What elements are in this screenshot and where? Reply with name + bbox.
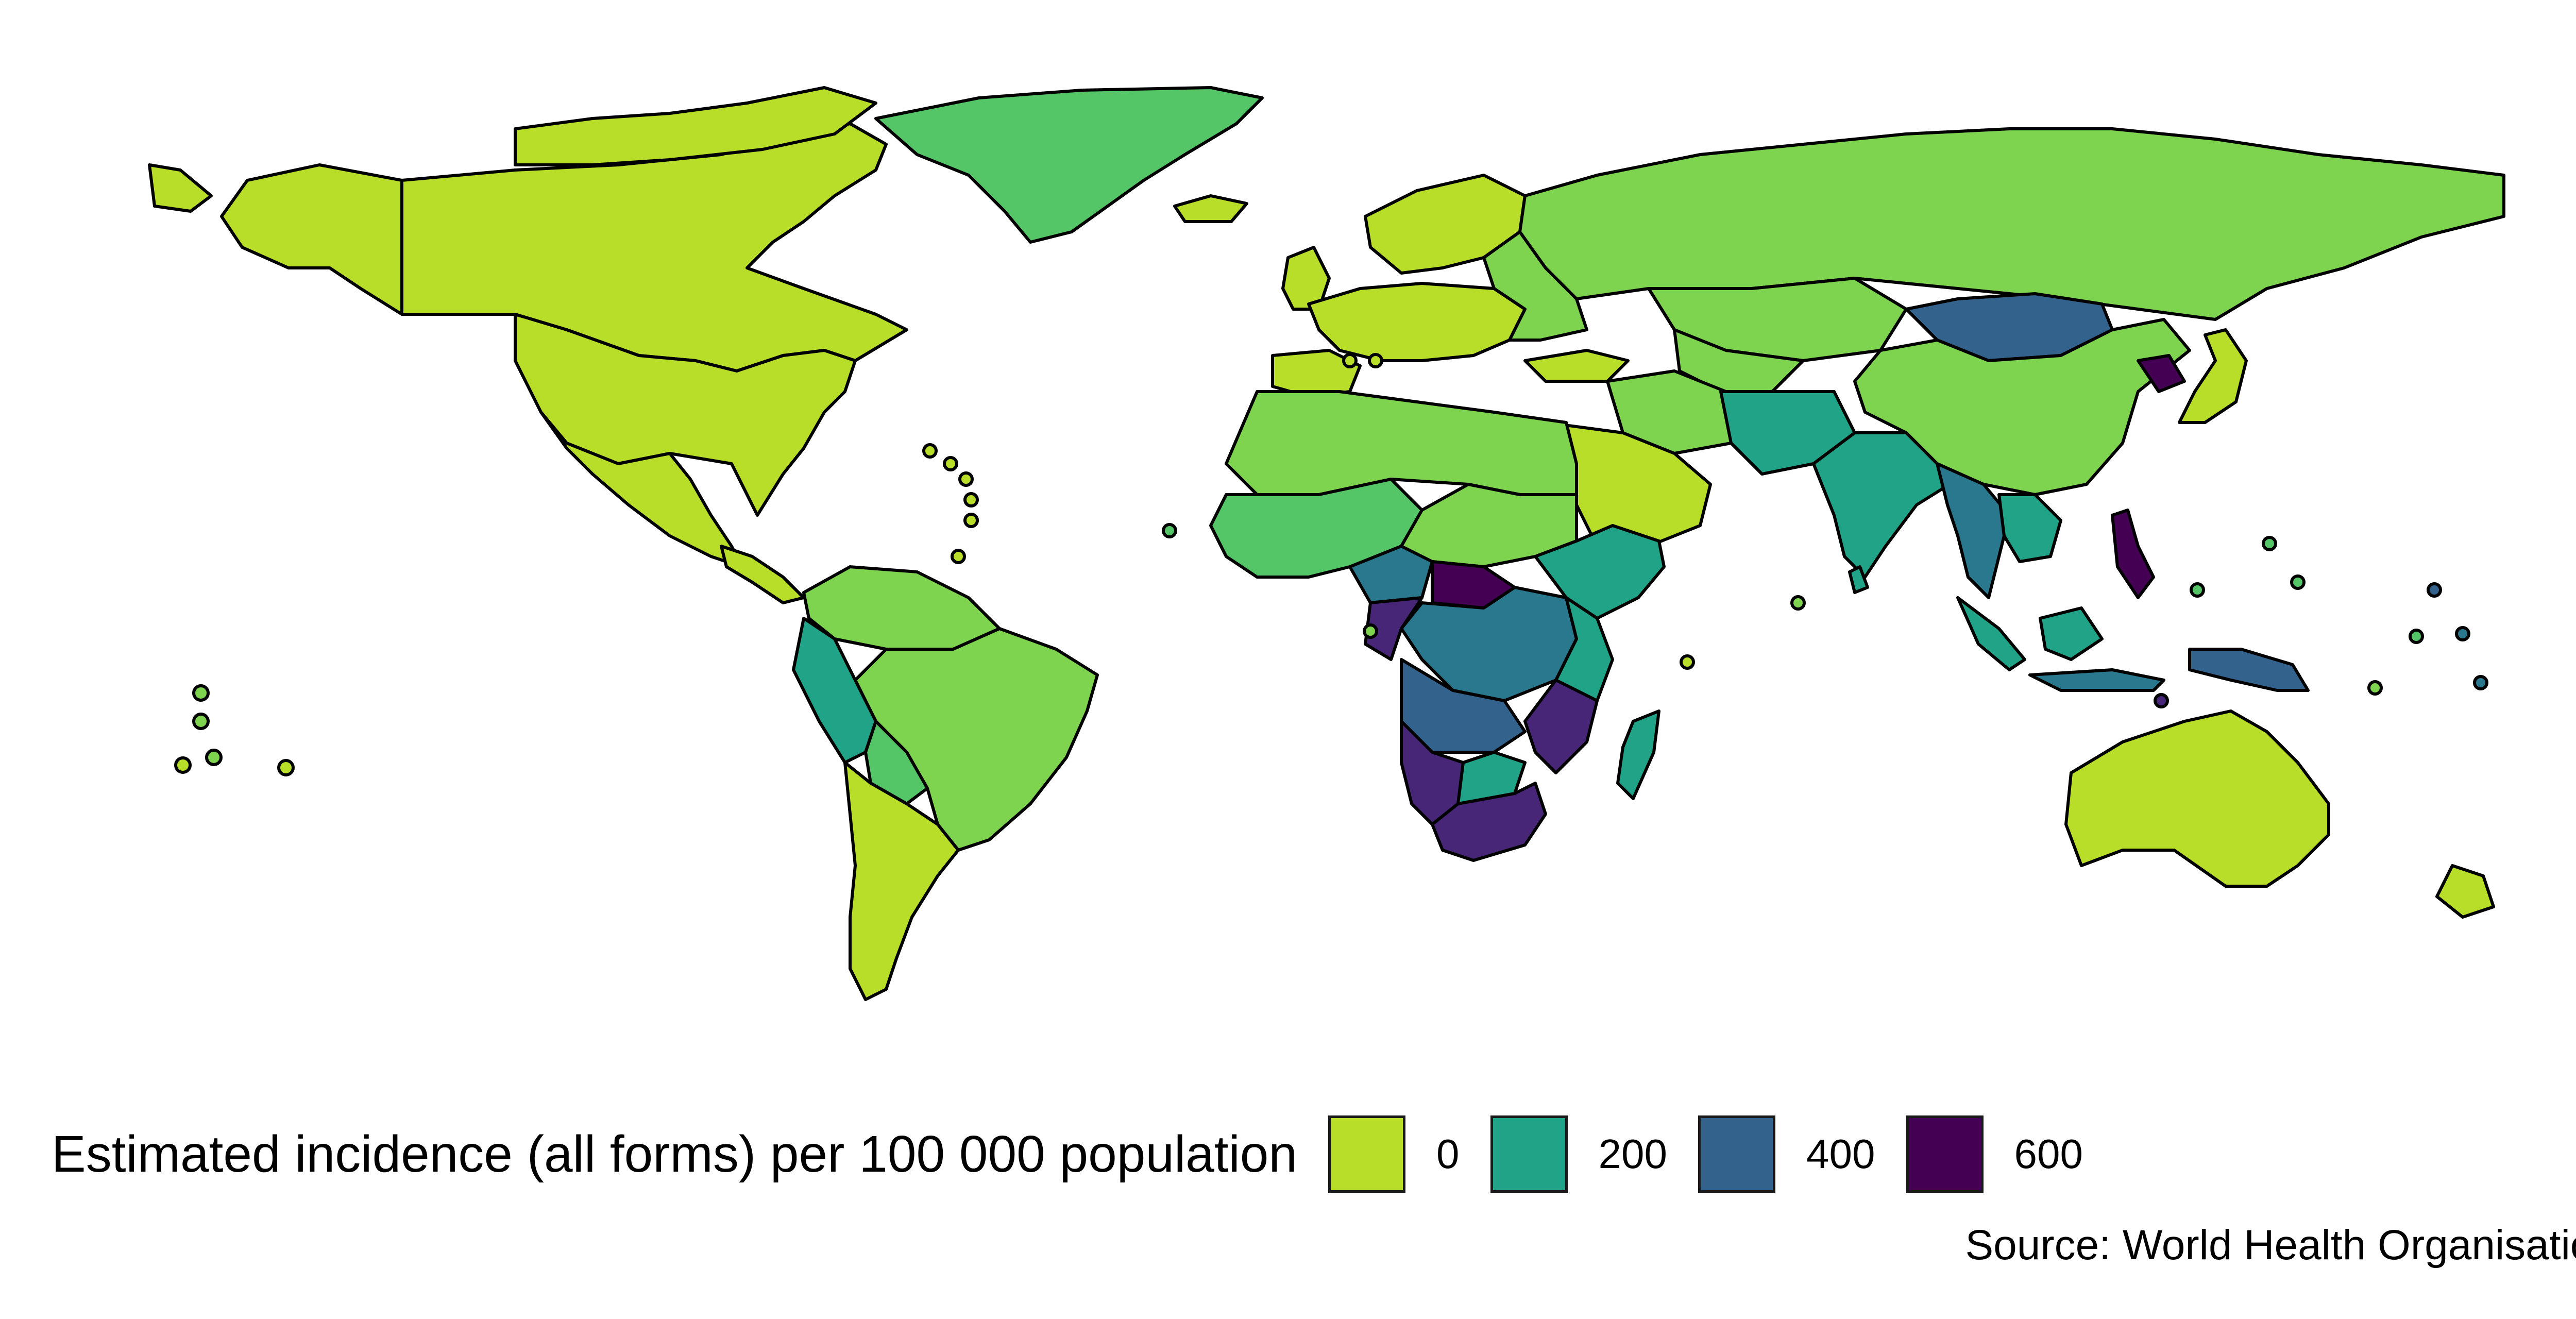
legend-label-400: 400 [1806, 1131, 1875, 1177]
island-marker [2262, 536, 2277, 551]
region-turkey [1523, 349, 1630, 383]
island-marker [1162, 523, 1177, 538]
legend-item-600: 600 [1906, 1115, 2083, 1193]
region-indonesia-islands [2028, 668, 2165, 692]
legend-title: Estimated incidence (all forms) per 100 … [52, 1125, 1298, 1183]
region-horn-of-africa [1534, 524, 1666, 620]
island-marker [2154, 693, 2169, 708]
island-marker [922, 443, 938, 459]
region-greenland [874, 86, 1264, 244]
legend-label-600: 600 [2014, 1131, 2083, 1177]
region-south-africa [1431, 782, 1547, 862]
island-marker [963, 492, 979, 508]
region-mozambique [1523, 679, 1599, 774]
region-indonesia-west [1956, 596, 2026, 671]
island-marker [192, 713, 210, 730]
island-marker [174, 756, 192, 774]
region-argentina-chile [843, 761, 960, 1001]
source-caption: Source: World Health Organisation [1965, 1222, 2576, 1269]
region-japan [2178, 328, 2248, 424]
legend-item-200: 200 [1490, 1115, 1667, 1193]
island-marker [1342, 353, 1358, 368]
region-philippines [2111, 509, 2155, 599]
island-marker [2455, 626, 2470, 641]
legend-swatch-0 [1328, 1115, 1406, 1193]
region-india [1812, 431, 1959, 579]
island-marker [1363, 623, 1378, 639]
region-borneo [2039, 606, 2104, 661]
region-north-africa [1225, 390, 1578, 496]
region-new-zealand [2435, 864, 2495, 919]
legend-item-400: 400 [1698, 1115, 1875, 1193]
island-marker [943, 456, 958, 471]
legend-label-0: 0 [1436, 1131, 1460, 1177]
island-marker [2290, 574, 2306, 590]
region-north-korea [2137, 354, 2186, 393]
region-myanmar-thailand [1936, 462, 2011, 599]
region-arctic-islands [514, 86, 877, 166]
island-marker [963, 513, 979, 528]
map-legend: Estimated incidence (all forms) per 100 … [52, 1113, 2114, 1195]
island-marker [192, 684, 210, 702]
region-iceland [1173, 194, 1248, 223]
region-sri-lanka [1848, 565, 1869, 594]
region-madagascar [1616, 709, 1660, 800]
island-marker [1680, 654, 1695, 670]
legend-swatch-200 [1490, 1115, 1568, 1193]
region-nigeria [1348, 545, 1434, 604]
region-alaska-aleutians [148, 163, 213, 213]
island-marker [2409, 629, 2424, 644]
region-australia [2064, 709, 2330, 888]
legend-swatch-600 [1906, 1115, 1984, 1193]
legend-swatch-400 [1698, 1115, 1776, 1193]
region-papua-new-guinea [2188, 648, 2310, 692]
region-vietnam-laos [1997, 493, 2062, 563]
legend-label-200: 200 [1598, 1131, 1668, 1177]
island-marker [2190, 582, 2205, 598]
island-marker [277, 759, 295, 776]
region-alaska [220, 163, 403, 316]
region-western-europe [1307, 282, 1527, 362]
region-central-america [720, 545, 805, 604]
island-marker [2367, 680, 2383, 696]
island-marker [205, 749, 223, 766]
island-marker [951, 549, 966, 564]
island-marker [2427, 582, 2442, 598]
island-marker [958, 471, 974, 487]
legend-item-0: 0 [1328, 1115, 1460, 1193]
region-china [1853, 318, 2191, 496]
island-marker [2473, 675, 2488, 690]
island-marker [1368, 353, 1383, 368]
island-marker [1790, 595, 1806, 611]
